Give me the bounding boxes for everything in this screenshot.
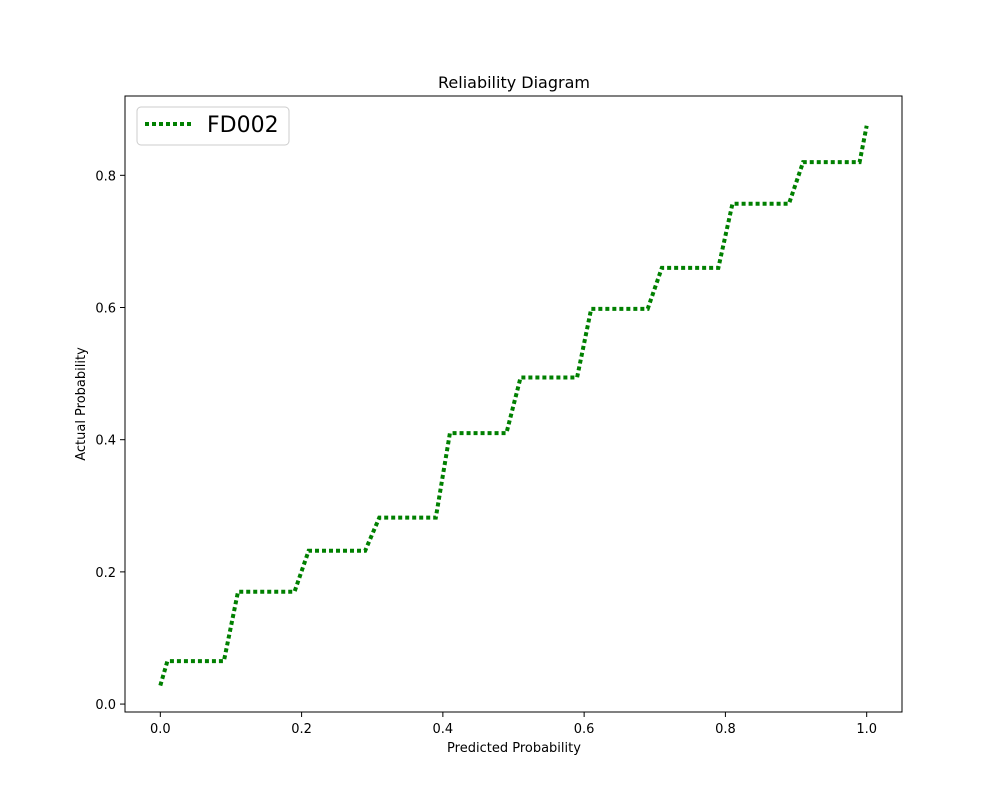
x-axis-label: Predicted Probability	[447, 741, 581, 756]
legend-label-fd002: FD002	[207, 113, 279, 138]
x-tick-label: 1.0	[856, 722, 877, 737]
x-tick-label: 0.4	[433, 722, 454, 737]
y-tick-label: 0.0	[95, 698, 116, 713]
legend: FD002	[136, 106, 290, 146]
x-tick-label: 0.0	[150, 722, 171, 737]
y-tick-label: 0.4	[95, 434, 116, 449]
y-tick-label: 0.6	[95, 302, 116, 317]
y-tick-label: 0.2	[95, 566, 116, 581]
x-tick-label: 0.8	[715, 722, 736, 737]
plot-area: 0.0 0.2 0.4 0.6 0.8 1.0 0.0 0.2 0.4 0.6 0.8	[95, 95, 903, 737]
y-tick-label: 0.8	[95, 169, 116, 184]
x-tick-label: 0.2	[291, 722, 312, 737]
x-tick-label: 0.6	[574, 722, 595, 737]
axes-frame	[124, 95, 903, 713]
y-axis-label: Actual Probability	[74, 347, 89, 461]
legend-box	[136, 106, 290, 146]
chart-title: Reliability Diagram	[438, 73, 590, 92]
